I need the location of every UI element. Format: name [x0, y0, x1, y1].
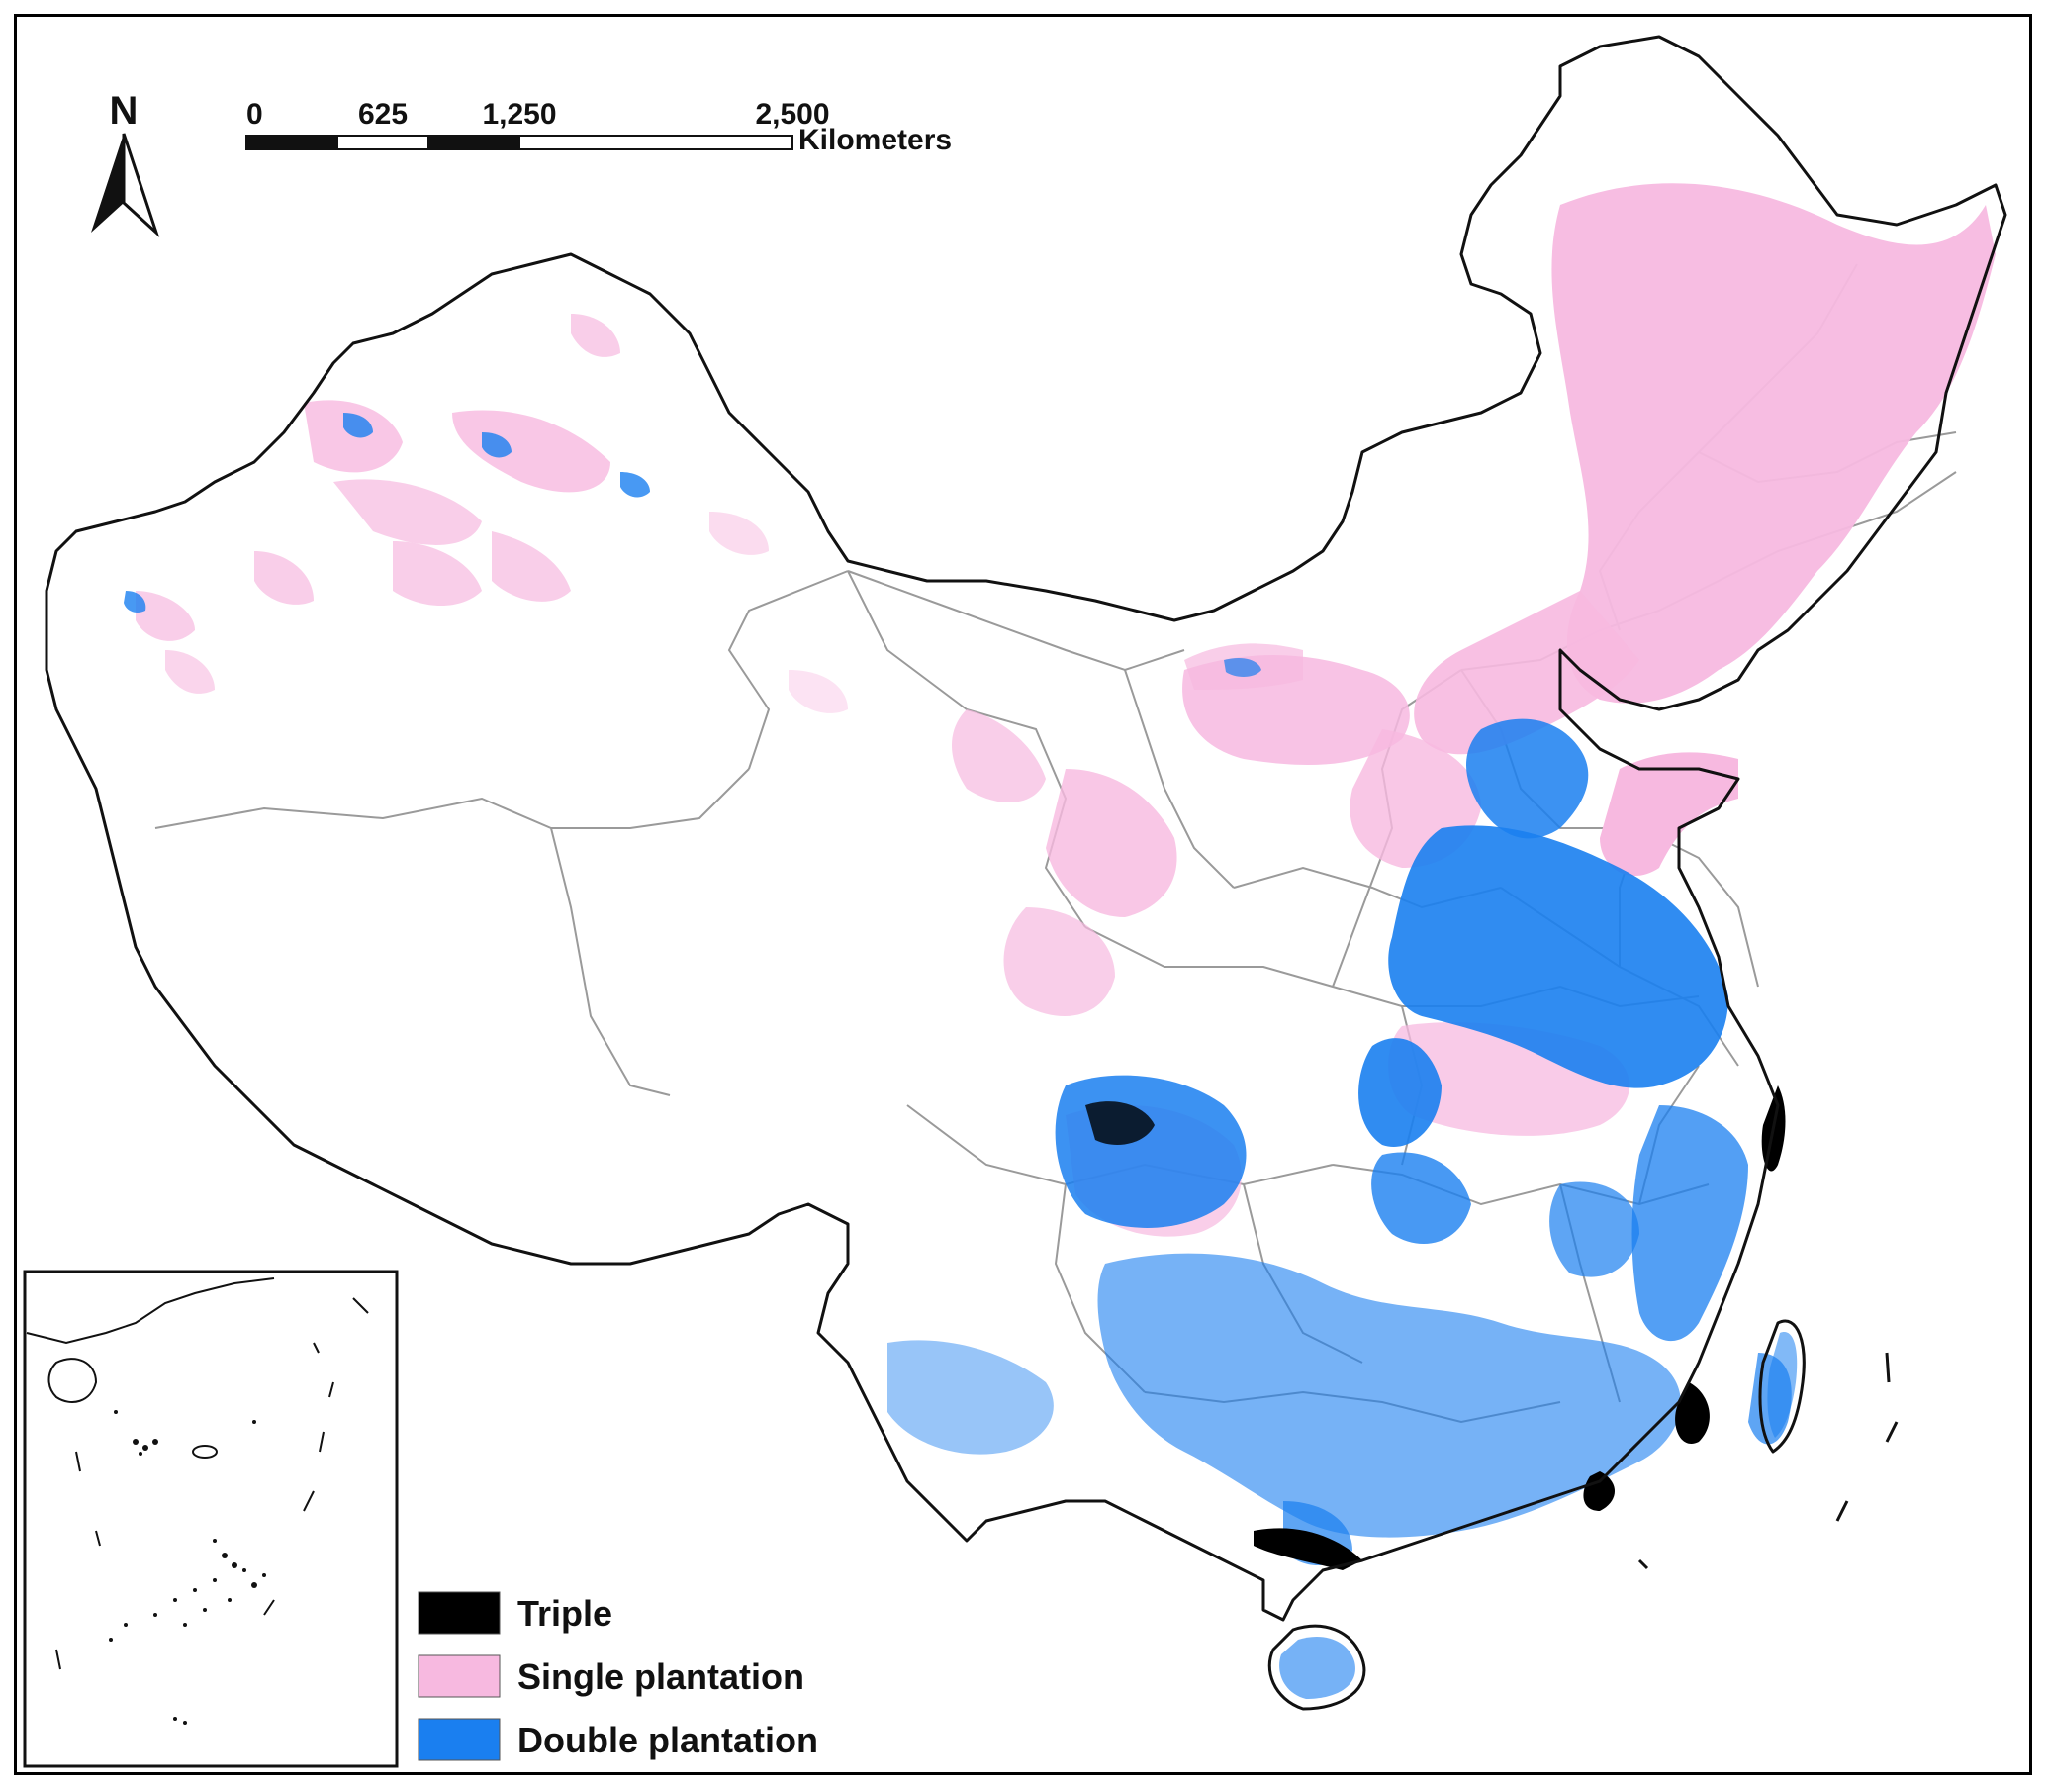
- legend-swatch: [418, 1591, 501, 1635]
- legend-swatch: [418, 1718, 501, 1761]
- double-plantation-areas: [124, 413, 1792, 1565]
- taiwan-island: [1767, 1332, 1798, 1438]
- scale-tick-label: 1,250: [482, 98, 556, 131]
- scale-tick-label: 0: [246, 98, 263, 131]
- legend-label: Single plantation: [517, 1656, 804, 1697]
- legend-swatch: [418, 1654, 501, 1698]
- south-china-sea-inset: [23, 1270, 399, 1768]
- single-plantation-areas: [136, 183, 1996, 1237]
- north-arrow: N: [91, 89, 160, 237]
- map-frame: N 0 625 1,250 2,500 Kilometers Triple Single…: [14, 14, 2032, 1775]
- legend: Triple Single plantation Double plantation: [418, 1591, 818, 1761]
- hainan-island: [1279, 1636, 1355, 1699]
- legend-label: Double plantation: [517, 1720, 818, 1760]
- scale-tick-label: 625: [358, 98, 408, 131]
- legend-label: Triple: [517, 1593, 612, 1634]
- china-map: N 0 625 1,250 2,500 Kilometers Triple Single…: [23, 35, 2007, 1768]
- country-border: [45, 35, 2007, 1711]
- scale-bar: 0 625 1,250 2,500 Kilometers: [245, 98, 952, 156]
- scale-tick-label: 2,500: [755, 98, 829, 131]
- scale-unit-label: Kilometers: [798, 124, 952, 156]
- north-label: N: [110, 89, 139, 133]
